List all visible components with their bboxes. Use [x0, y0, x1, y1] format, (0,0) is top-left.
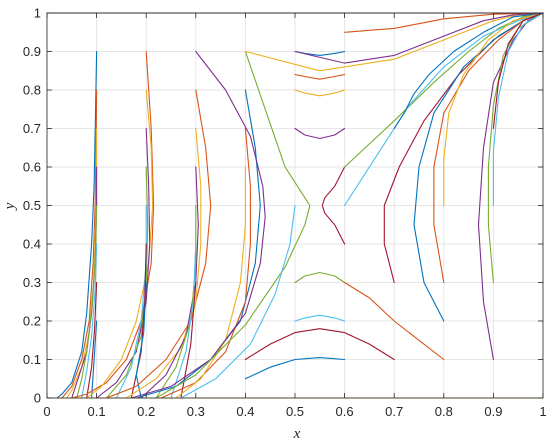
trajectory-line-44: [433, 12, 544, 284]
trajectory-line-20: [170, 243, 197, 399]
x-axis-label: x: [293, 426, 301, 442]
y-tick-label: 0.1: [23, 352, 41, 367]
trajectory-line-8: [91, 320, 98, 399]
trajectory-line-24: [175, 166, 246, 399]
trajectory-line-11: [96, 127, 151, 399]
y-tick-label: 0.4: [23, 237, 41, 252]
trajectory-line-5: [76, 204, 98, 399]
trajectory-line-41: [344, 12, 544, 207]
y-tick-label: 0.7: [23, 121, 41, 136]
trajectory-line-43: [413, 12, 544, 322]
x-tick-label: 0: [43, 404, 50, 419]
trajectory-line-17: [125, 127, 202, 399]
y-tick-label: 0.3: [23, 275, 41, 290]
x-tick-label: 0.8: [435, 404, 453, 419]
trajectory-line-30: [294, 74, 346, 80]
trajectory-line-31: [294, 89, 346, 97]
x-tick-label: 0.4: [236, 404, 254, 419]
trajectory-line-1: [56, 50, 98, 399]
y-tick-label: 1: [34, 6, 41, 21]
trajectory-line-34: [294, 314, 346, 322]
trajectory-line-45: [443, 12, 544, 207]
x-tick-label: 0.5: [286, 404, 304, 419]
y-axis-label: y: [2, 202, 18, 211]
trajectory-line-2: [61, 89, 98, 399]
trajectory-line-6: [81, 243, 98, 399]
trajectory-line-28: [321, 166, 346, 245]
trajectory-line-27: [180, 204, 296, 399]
x-tick-labels: 0 0.1 0.2 0.3 0.4 0.5 0.6 0.7 0.8 0.9 1: [43, 404, 546, 419]
axes-frame: [46, 12, 544, 399]
x-tick-label: 0.7: [385, 404, 403, 419]
trajectory-line-7: [86, 281, 98, 399]
trajectory-line-32: [294, 127, 346, 140]
trajectory-line-37: [344, 281, 445, 361]
trajectory-line-49: [492, 12, 544, 130]
trajectory-line-26: [155, 50, 311, 399]
trajectory-line-40: [344, 12, 544, 168]
y-tick-label: 0: [34, 391, 41, 406]
trajectory-line-10: [86, 89, 154, 399]
trajectory-line-15: [135, 281, 147, 399]
trajectory-line-16: [105, 89, 212, 399]
trajectory-line-25: [130, 50, 266, 399]
y-tick-label: 0.5: [23, 198, 41, 213]
x-tick-label: 0.6: [336, 404, 354, 419]
trajectory-line-50: [393, 12, 544, 130]
trajectory-line-36: [244, 357, 346, 380]
x-tick-label: 1: [539, 404, 546, 419]
y-tick-label: 0.9: [23, 44, 41, 59]
trajectory-line-51: [344, 12, 544, 33]
trajectory-line-39: [294, 12, 544, 64]
x-tick-label: 0.1: [88, 404, 106, 419]
y-tick-label: 0.6: [23, 160, 41, 175]
y-tick-labels: 0 0.1 0.2 0.3 0.4 0.5 0.6 0.7 0.8 0.9 1: [23, 6, 41, 406]
trajectory-line-48: [492, 12, 544, 207]
trajectory-line-18: [140, 166, 199, 399]
trajectory-line-35: [244, 328, 395, 361]
x-tick-label: 0.3: [187, 404, 205, 419]
y-tick-label: 0.2: [23, 314, 41, 329]
trajectory-line-33: [294, 271, 346, 284]
y-tick-label: 0.8: [23, 83, 41, 98]
x-tick-label: 0.9: [484, 404, 502, 419]
x-tick-label: 0.2: [137, 404, 155, 419]
